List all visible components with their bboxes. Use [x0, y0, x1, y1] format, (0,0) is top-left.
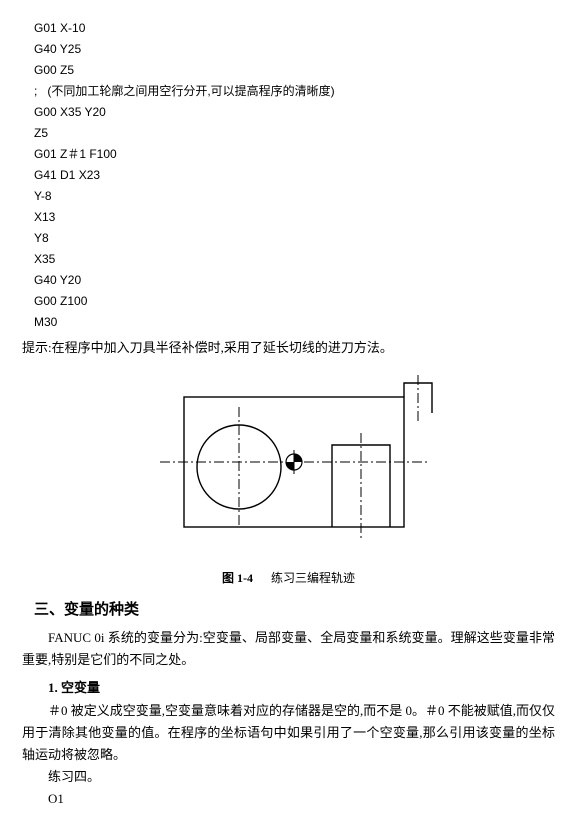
- section-heading: 三、变量的种类: [34, 598, 555, 619]
- code-line: X35: [22, 249, 555, 270]
- code-line: G01 Z＃1 F100: [22, 144, 555, 165]
- code-line: Y8: [22, 228, 555, 249]
- code-line: Z5: [22, 123, 555, 144]
- figure-1-4: 图 1-4 练习三编程轨迹: [22, 367, 555, 586]
- figure-caption: 图 1-4 练习三编程轨迹: [222, 569, 355, 586]
- code-line: ; (不同加工轮廓之间用空行分开,可以提高程序的清晰度): [22, 81, 555, 102]
- hint-paragraph: 提示:在程序中加入刀具半径补偿时,采用了延长切线的进刀方法。: [22, 337, 555, 359]
- code-line: G41 D1 X23: [22, 165, 555, 186]
- figure-svg: [134, 367, 444, 557]
- exercise-label: 练习四。: [22, 766, 555, 788]
- code-line: G40 Y25: [22, 39, 555, 60]
- code-line: G01 X-10: [22, 18, 555, 39]
- exercise-code: O1: [22, 788, 555, 810]
- gcode-block: G01 X-10G40 Y25G00 Z5; (不同加工轮廓之间用空行分开,可以…: [22, 18, 555, 333]
- subsection-body-1: ＃0 被定义成空变量,空变量意味着对应的存储器是空的,而不是 0。＃0 不能被赋…: [22, 700, 555, 766]
- code-line: G00 Z5: [22, 60, 555, 81]
- code-line: Y-8: [22, 186, 555, 207]
- code-line: X13: [22, 207, 555, 228]
- code-line: G00 X35 Y20: [22, 102, 555, 123]
- figure-caption-text: 练习三编程轨迹: [271, 571, 355, 585]
- code-line: G00 Z100: [22, 291, 555, 312]
- body-paragraph-1: FANUC 0i 系统的变量分为:空变量、局部变量、全局变量和系统变量。理解这些…: [22, 627, 555, 671]
- code-line: M30: [22, 312, 555, 333]
- subsection-title-1: 1. 空变量: [22, 677, 555, 696]
- code-line: G40 Y20: [22, 270, 555, 291]
- figure-caption-label: 图 1-4: [222, 571, 253, 585]
